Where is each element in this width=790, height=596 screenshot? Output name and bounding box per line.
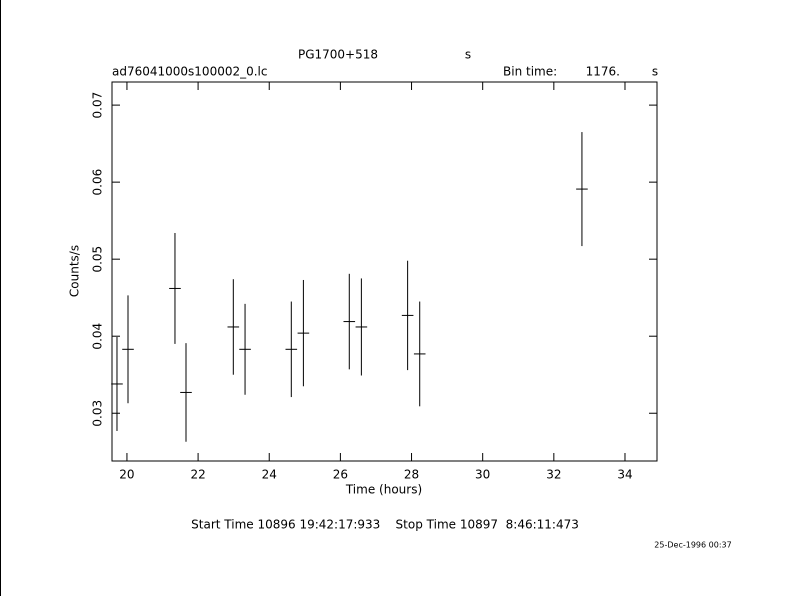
x-tick-label: 22	[190, 468, 205, 482]
x-tick-label: 24	[262, 468, 277, 482]
y-tick-label: 0.06	[91, 169, 105, 196]
x-tick-label: 32	[546, 468, 561, 482]
x-tick-label: 30	[475, 468, 490, 482]
bin-unit: s	[652, 65, 658, 79]
x-axis-label: Time (hours)	[345, 483, 422, 497]
bin-label: Bin time:	[503, 65, 557, 79]
y-axis-label: Counts/s	[68, 245, 82, 297]
bin-value: 1176.	[586, 65, 620, 79]
timestamp: 25-Dec-1996 00:37	[654, 541, 731, 550]
x-tick-label: 28	[404, 468, 419, 482]
x-tick-label: 20	[119, 468, 134, 482]
y-tick-label: 0.07	[91, 92, 105, 119]
plot-frame	[111, 81, 658, 462]
chart-title: PG1700+518	[298, 48, 378, 62]
y-tick-label: 0.04	[91, 323, 105, 350]
y-tick-label: 0.03	[91, 400, 105, 427]
y-tick-label: 0.05	[91, 246, 105, 273]
file-name: ad76041000s100002_0.lc	[112, 65, 268, 79]
footer: Start Time 10896 19:42:17:933 Stop Time …	[191, 518, 579, 532]
x-tick-label: 26	[333, 468, 348, 482]
x-tick-label: 34	[617, 468, 632, 482]
title-unit: s	[465, 48, 471, 62]
